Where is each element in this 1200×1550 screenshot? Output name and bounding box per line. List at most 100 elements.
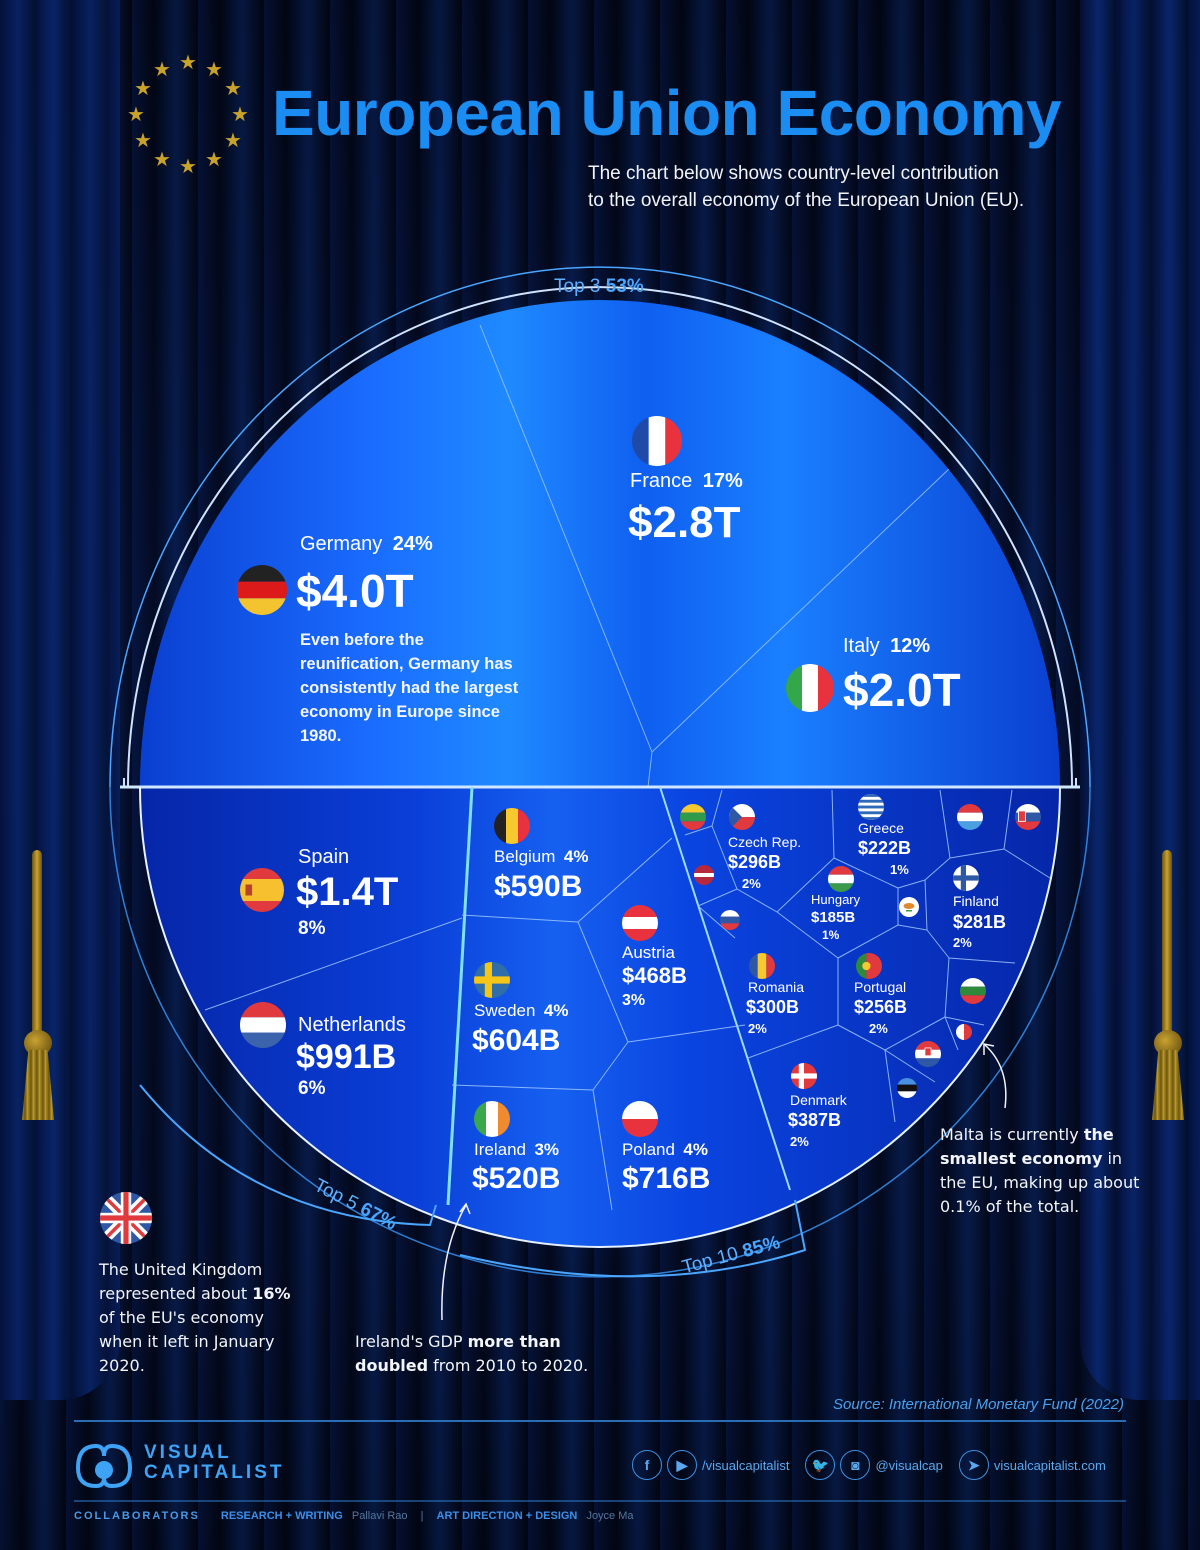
value-finland: $281B	[953, 912, 1007, 932]
ireland-flag-icon	[474, 1101, 510, 1137]
latvia-flag-icon	[694, 865, 714, 885]
label-denmark: Denmark	[790, 1092, 847, 1108]
pct-finland: 2%	[953, 935, 972, 950]
value-germany: $4.0T	[296, 565, 414, 617]
bottom-region	[140, 787, 1060, 1247]
label-finland: Finland	[953, 893, 999, 909]
hungary-flag-icon	[828, 866, 854, 892]
estonia-flag-icon	[897, 1078, 917, 1098]
pct-spain: 8%	[298, 918, 326, 939]
top3-region	[140, 300, 1060, 787]
germany-flag-icon	[237, 565, 287, 615]
social-links: f ▶ /visualcapitalist 🐦 ◙ @visualcap ➤ v…	[632, 1449, 1106, 1481]
value-france: $2.8T	[628, 498, 741, 547]
cyprus-flag-icon	[899, 897, 919, 917]
slovenia-flag-icon	[720, 910, 740, 930]
label-belgium: Belgium 4%	[494, 847, 589, 866]
value-ireland: $520B	[472, 1162, 561, 1195]
value-poland: $716B	[622, 1162, 711, 1195]
malta-flag-icon	[956, 1024, 972, 1040]
label-czech: Czech Rep.	[728, 834, 802, 850]
label-netherlands: Netherlands	[298, 1014, 406, 1036]
pct-austria: 3%	[622, 992, 646, 1009]
label-austria: Austria	[622, 943, 675, 962]
croatia-flag-icon	[915, 1041, 941, 1067]
uk-note: The United Kingdom represented about 16%…	[99, 1260, 291, 1375]
greece-flag-icon	[858, 794, 884, 820]
page-title: European Union Economy	[272, 77, 1062, 149]
label-ireland: Ireland 3%	[474, 1140, 560, 1159]
pct-portugal: 2%	[869, 1021, 888, 1036]
source-text: Source: International Monetary Fund (202…	[833, 1396, 1124, 1413]
value-netherlands: $991B	[296, 1038, 397, 1076]
luxembourg-flag-icon	[957, 804, 983, 830]
twitter-icon[interactable]: 🐦	[805, 1450, 836, 1480]
label-romania: Romania	[748, 979, 805, 995]
label-greece: Greece	[858, 820, 904, 836]
pct-hungary: 1%	[822, 928, 840, 942]
value-spain: $1.4T	[296, 870, 399, 914]
value-greece: $222B	[858, 838, 912, 858]
ireland-note: Ireland's GDP more than doubled from 201…	[355, 1332, 589, 1375]
pct-netherlands: 6%	[298, 1078, 326, 1099]
belgium-flag-icon	[494, 808, 530, 844]
czech-flag-icon	[729, 804, 755, 830]
germany-note: Even before the reunification, Germany h…	[300, 631, 519, 745]
label-spain: Spain	[298, 846, 350, 868]
romania-flag-icon	[749, 953, 775, 979]
facebook-icon[interactable]: f	[632, 1450, 662, 1480]
label-germany: Germany 24%	[300, 533, 433, 555]
sweden-flag-icon	[474, 962, 510, 998]
value-portugal: $256B	[854, 997, 908, 1017]
value-denmark: $387B	[788, 1110, 842, 1130]
malta-note: Malta is currently the smallest economy …	[940, 1125, 1140, 1216]
label-poland: Poland 4%	[622, 1140, 708, 1159]
cursor-icon[interactable]: ➤	[958, 1450, 989, 1480]
label-hungary: Hungary	[811, 892, 861, 907]
value-czech: $296B	[728, 852, 782, 872]
pct-denmark: 2%	[790, 1134, 809, 1149]
pct-czech: 2%	[742, 876, 761, 891]
social-handle-2[interactable]: @visualcap	[875, 1457, 943, 1473]
spain-flag-icon	[240, 868, 284, 912]
denmark-flag-icon	[791, 1063, 817, 1089]
visual-capitalist-logo-icon	[75, 1443, 133, 1489]
label-italy: Italy 12%	[843, 635, 931, 657]
label-france: France 17%	[630, 470, 743, 492]
portugal-flag-icon	[856, 953, 882, 979]
youtube-icon[interactable]: ▶	[667, 1450, 697, 1480]
page-subtitle: The chart below shows country-level cont…	[588, 163, 1025, 211]
lithuania-flag-icon	[680, 804, 706, 830]
pct-greece: 1%	[890, 862, 909, 877]
italy-flag-icon	[786, 664, 834, 712]
value-italy: $2.0T	[843, 664, 961, 716]
pct-romania: 2%	[748, 1021, 767, 1036]
curtain-left	[0, 0, 120, 1400]
france-flag-icon	[632, 416, 682, 466]
social-handle-1[interactable]: /visualcapitalist	[702, 1457, 790, 1473]
label-portugal: Portugal	[854, 979, 907, 995]
eu-stars-icon: ★ ★ ★ ★ ★ ★ ★ ★ ★ ★ ★ ★	[127, 50, 249, 178]
finland-flag-icon	[953, 865, 979, 891]
tassel-right-icon	[1148, 850, 1188, 1130]
value-austria: $468B	[622, 963, 687, 988]
value-hungary: $185B	[811, 909, 856, 926]
divider-bottom	[74, 1500, 1126, 1502]
value-sweden: $604B	[472, 1024, 561, 1057]
brand-name: VISUAL CAPITALIST	[144, 1442, 285, 1483]
slovakia-flag-icon	[1015, 804, 1041, 830]
bulgaria-flag-icon	[960, 978, 986, 1004]
austria-flag-icon	[622, 905, 658, 941]
curtain-right	[1080, 0, 1200, 1400]
uk-flag-icon	[100, 1192, 152, 1244]
instagram-icon[interactable]: ◙	[840, 1450, 871, 1480]
netherlands-flag-icon	[240, 1002, 286, 1048]
collaborators: COLLABORATORS RESEARCH + WRITING Pallavi…	[74, 1510, 634, 1522]
poland-flag-icon	[622, 1101, 658, 1137]
value-belgium: $590B	[494, 870, 583, 903]
website-link[interactable]: visualcapitalist.com	[993, 1457, 1106, 1473]
tassel-left-icon	[18, 850, 58, 1130]
value-romania: $300B	[746, 997, 800, 1017]
top3-label: Top 3 53%	[554, 276, 644, 297]
